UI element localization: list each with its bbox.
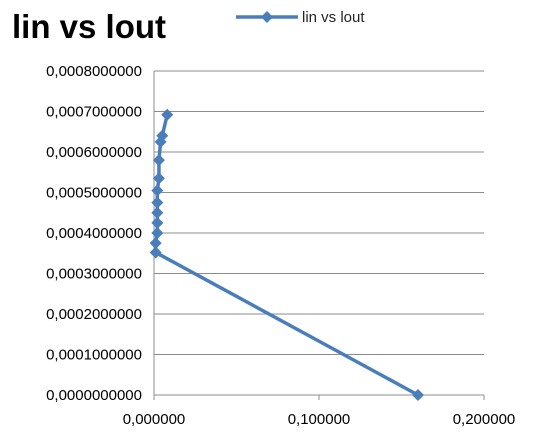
- legend: lin vs lout: [236, 9, 365, 26]
- y-tick-label: 0,0005000000: [46, 185, 142, 202]
- y-tick-labels: 0,0000000000 0,0001000000 0,0002000000 0,00…: [46, 63, 142, 404]
- y-tick-label: 0,0006000000: [46, 144, 142, 161]
- axes: [154, 71, 484, 400]
- legend-marker-swatch: [261, 11, 273, 23]
- x-tick-label: 0,000000: [123, 411, 186, 428]
- chart-title: lin vs lout: [12, 8, 166, 45]
- y-tick-label: 0,0002000000: [46, 306, 142, 323]
- series-lin-vs-lout: [150, 109, 424, 401]
- data-point-marker: [151, 197, 163, 209]
- x-tick-labels: 0,000000 0,100000 0,200000: [123, 411, 516, 428]
- y-tick-label: 0,0007000000: [46, 104, 142, 121]
- y-tick-label: 0,0001000000: [46, 347, 142, 364]
- data-point-marker: [153, 172, 165, 184]
- x-tick-label: 0,200000: [453, 411, 516, 428]
- legend-label: lin vs lout: [302, 9, 365, 26]
- y-tick-label: 0,0008000000: [46, 63, 142, 80]
- data-point-marker: [153, 154, 165, 166]
- gridlines: [154, 71, 484, 355]
- y-tick-label: 0,0004000000: [46, 225, 142, 242]
- x-tick-label: 0,100000: [288, 411, 351, 428]
- series-line: [156, 115, 418, 395]
- data-point-marker: [150, 237, 162, 249]
- data-point-marker: [151, 184, 163, 196]
- y-tick-label: 0,0003000000: [46, 266, 142, 283]
- data-point-marker: [161, 109, 173, 121]
- y-tick-label: 0,0000000000: [46, 387, 142, 404]
